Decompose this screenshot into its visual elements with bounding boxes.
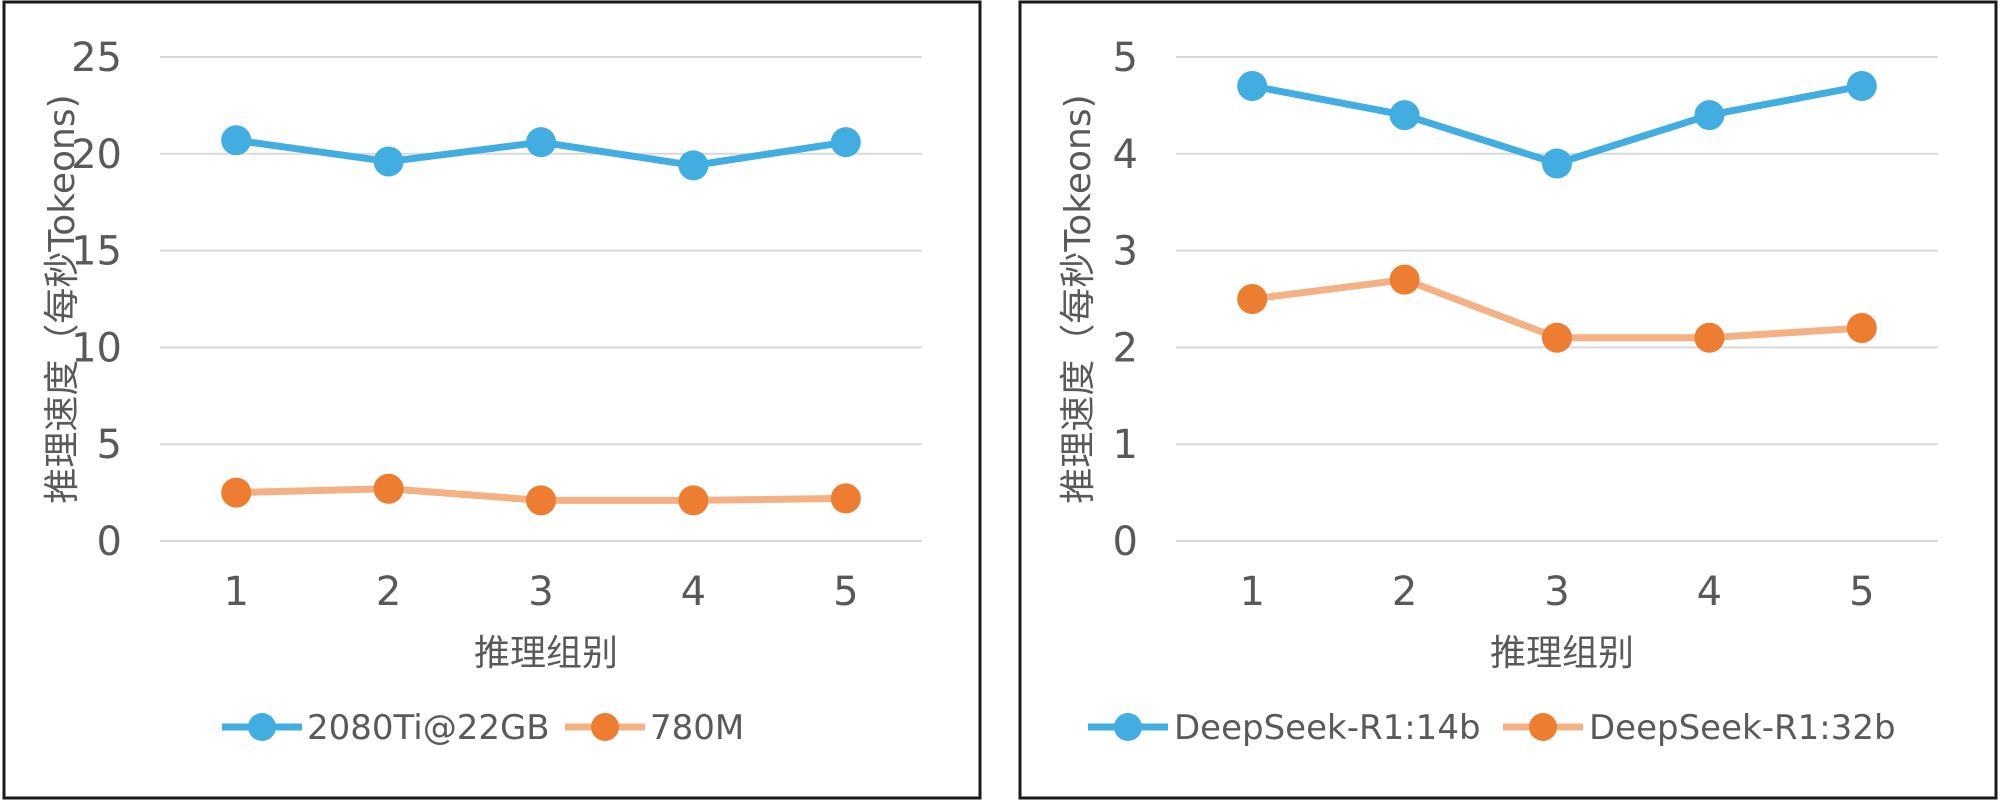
right-x-axis-title: 推理组别: [1490, 633, 1634, 674]
left-y-tick-label: 25: [71, 35, 122, 81]
chart-panel-right: 0 1 2 3 4 5 1 2 3 4 5 推理组别 推理速度（每秒Tokeons) DeepSeek-R…: [1018, 0, 1998, 800]
right-series-2-point: [1237, 284, 1268, 314]
right-legend-label-2: DeepSeek-R1:32b: [1589, 708, 1896, 748]
right-x-tick-label: 3: [1544, 569, 1569, 615]
left-legend-swatch-marker-1: [248, 713, 276, 741]
right-y-tick-label: 2: [1113, 325, 1138, 371]
chart-right: 0 1 2 3 4 5 1 2 3 4 5 推理组别 推理速度（每秒Tokeons) DeepSeek-R…: [1018, 0, 1998, 800]
right-x-tick-label: 1: [1239, 569, 1264, 615]
right-x-tick-label: 5: [1849, 569, 1874, 615]
right-series-1-point: [1389, 100, 1420, 131]
right-legend-swatch-marker-2: [1529, 713, 1557, 741]
left-series-1-point: [830, 127, 861, 158]
left-legend-label-1: 2080Ti@22GB: [307, 708, 550, 748]
right-y-tick-label: 0: [1113, 519, 1138, 565]
left-series-2-point: [678, 485, 709, 516]
left-x-tick-label: 4: [681, 569, 706, 615]
left-y-tick-label: 20: [71, 132, 122, 178]
left-series-2-point: [221, 477, 252, 508]
left-y-tick-label: 10: [71, 325, 122, 371]
left-series-1-point: [373, 146, 404, 177]
right-y-tick-label: 3: [1113, 229, 1138, 275]
left-x-tick-label: 2: [376, 569, 401, 615]
right-series-2-point: [1542, 322, 1572, 353]
left-series-1-point: [526, 127, 556, 158]
right-series-1-point: [1542, 148, 1572, 179]
right-legend-swatch-marker-1: [1114, 713, 1142, 741]
right-x-tick-label: 2: [1392, 569, 1417, 615]
left-y-axis-title: 推理速度（每秒Tokeons): [42, 94, 83, 503]
left-x-tick-label: 3: [528, 569, 553, 615]
left-series-1-point: [678, 150, 709, 181]
right-x-tick-label: 4: [1697, 569, 1722, 615]
right-series-1-point: [1237, 71, 1268, 102]
right-series-2-point: [1389, 264, 1420, 295]
right-y-tick-label: 5: [1113, 35, 1138, 81]
left-x-tick-label: 5: [833, 569, 858, 615]
left-y-tick-label: 0: [97, 519, 122, 565]
right-legend-label-1: DeepSeek-R1:14b: [1174, 708, 1481, 748]
left-series-2-point: [830, 483, 861, 514]
left-series-2-point: [373, 473, 404, 504]
left-chart-frame: [2, 0, 982, 800]
left-legend-swatch-marker-2: [591, 713, 619, 741]
right-chart-frame: [1018, 0, 1998, 800]
left-x-tick-label: 1: [223, 569, 248, 615]
left-series-2-point: [526, 485, 556, 516]
chart-panel-left: 0 5 10 15 20 25 1 2 3 4 5 推理组别 推理速度（每秒Tokeons) 2080Ti…: [2, 0, 982, 800]
right-y-tick-label: 1: [1113, 422, 1138, 468]
left-y-tick-label: 5: [97, 422, 122, 468]
right-series-1-point: [1846, 71, 1877, 102]
left-legend-label-2: 780M: [650, 708, 744, 748]
right-y-tick-label: 4: [1113, 132, 1138, 178]
left-series-1-point: [221, 125, 252, 156]
right-y-axis-title: 推理速度（每秒Tokeons): [1058, 94, 1099, 503]
chart-left: 0 5 10 15 20 25 1 2 3 4 5 推理组别 推理速度（每秒Tokeons) 2080Ti…: [2, 0, 982, 800]
right-series-2-point: [1846, 313, 1877, 344]
left-y-tick-label: 15: [71, 229, 122, 275]
right-series-1-point: [1694, 100, 1725, 131]
right-series-2-point: [1694, 322, 1725, 353]
left-x-axis-title: 推理组别: [474, 633, 618, 674]
